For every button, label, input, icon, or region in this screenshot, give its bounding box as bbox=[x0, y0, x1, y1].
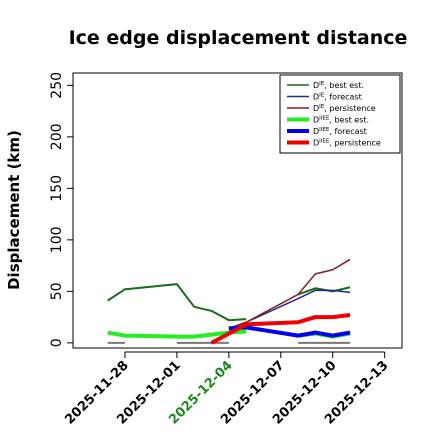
y-axis: 0 50 100 150 200 250 bbox=[49, 72, 73, 347]
y-tick-label-200: 200 bbox=[49, 123, 65, 150]
series-line-0-d-ie-best-est bbox=[107, 283, 247, 322]
series-line-7-d-iiee-persistence bbox=[210, 313, 351, 345]
y-tick-label-50: 50 bbox=[49, 282, 65, 300]
legend-label-5: DIIEE, persistence bbox=[313, 139, 381, 148]
x-axis: 2025-11-282025-12-012025-12-042025-12-07… bbox=[62, 351, 392, 428]
series-line-6-d-iiee-forecast bbox=[228, 325, 351, 338]
y-tick-label-100: 100 bbox=[49, 226, 65, 253]
legend-box bbox=[279, 74, 401, 154]
y-tick-label-250: 250 bbox=[49, 72, 65, 99]
plot-frame bbox=[72, 72, 403, 349]
legend-label-0: DIE, best est. bbox=[313, 81, 364, 90]
series-lines bbox=[107, 258, 351, 345]
legend-label-4: DIIEE, forecast bbox=[313, 127, 367, 136]
series-line-3-d-ie-persistence bbox=[228, 258, 351, 330]
y-axis-label: Displacement (km) bbox=[5, 130, 23, 290]
chart-title: Ice edge displacement distance bbox=[69, 27, 408, 49]
legend-label-1: DIE, forecast bbox=[313, 93, 362, 102]
y-tick-label-0: 0 bbox=[49, 338, 65, 347]
legend-label-3: DIIEE, best est. bbox=[313, 116, 369, 125]
legend: DIE, best est. DIE, forecast DIE, persiste… bbox=[279, 74, 401, 154]
legend-label-2: DIE, persistence bbox=[313, 104, 376, 113]
y-tick-label-150: 150 bbox=[49, 175, 65, 202]
